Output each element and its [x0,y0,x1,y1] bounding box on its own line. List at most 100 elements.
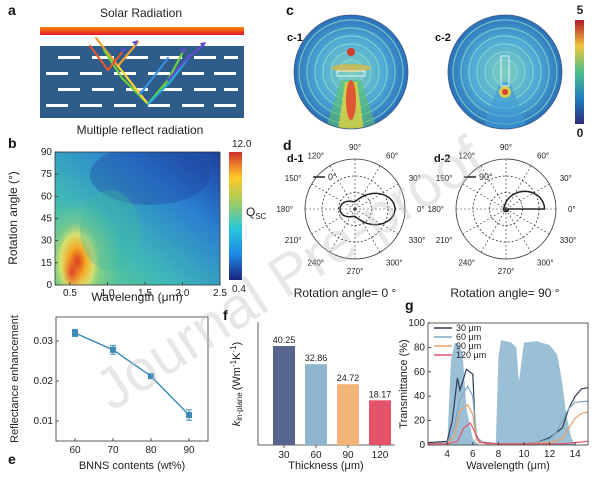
field-scatter-c-1 [325,48,377,129]
polar-angle-label: 270° [347,267,364,276]
polar-plot-d-1: 0° 30° 60° 90° 120° 150° 180° 210° 240° 270° 300° 3… [276,143,425,276]
heatmap-colorbar-max: 12.0 [232,139,252,150]
plot-f-ylabel: kin-plane(Wm-1K-1) [229,342,244,426]
polar-angle-label: 330° [409,236,426,245]
heatmap-ytick-label: 15 [41,258,53,269]
plot-f-xtick-label: 30 [278,450,290,461]
plot-g-xtick-label: 14 [570,449,582,460]
plot-g-xlabel: Wavelength (μm) [466,460,550,472]
polar-spoke [505,208,532,253]
heatmap-ytick-label: 30 [41,236,53,247]
plot-g-marks: 4 6 8 10 12 14 0 20 40 60 80 100 [408,318,588,460]
polar-angle-label: 270° [498,267,515,276]
heatmap-ytick-label: 0 [46,280,52,291]
plot-e-xtick-label: 90 [183,445,195,456]
plot-f-bar [369,400,391,445]
heatmap-b [55,152,220,285]
polar-angle-label: 300° [537,259,554,268]
polar-spoke [311,183,356,210]
plot-e-xlabel: BNNS contents (wt%) [79,460,185,472]
heatmap-axes: 0.5 1.0 1.5 2.0 2.5 0 15 30 45 60 75 90 [41,147,228,299]
plot-f-xtick-label: 60 [310,450,322,461]
heatmap-colorbar-label: QSC [246,205,267,221]
plot-g-ytick-label: 0 [419,440,425,451]
field-map-c-2 [447,14,563,130]
field-colorbar-min: 0 [577,126,584,140]
heatmap-mid-region [80,190,140,270]
polar-spoke [354,208,399,235]
polar-angle-label: 90° [349,143,361,152]
heatmap-xtick-label: 2.5 [213,288,227,299]
plot-f-bar [337,384,359,445]
plot-e-frame [55,316,209,442]
plot-e-xtick-label: 60 [69,445,81,456]
plot-e-ytick-label: 0.01 [34,416,54,427]
heatmap-xtick-label: 0.5 [63,288,77,299]
label-c-1: c-1 [287,32,303,44]
polar-angle-label: 150° [285,174,302,183]
heatmap-ytick-label: 75 [41,169,53,180]
polar-angle-label: 0° [568,205,576,214]
plot-e-marks: 60 70 80 90 0.01 0.02 0.03 [34,328,195,456]
panel-label-c: c [286,2,294,18]
polar-angle-label: 330° [560,236,577,245]
polar-spoke [480,208,507,253]
polar-angle-label: 120° [458,151,475,160]
plot-e-xtick-label: 70 [107,445,119,456]
plot-e-point [148,373,154,380]
heatmap-low-region [90,152,210,205]
heatmap-xtick-label: 1.0 [101,288,115,299]
plot-f-marks: 40.25 30 32.86 60 24.72 90 18.17 120 [273,335,392,461]
plot-e-ytick-label: 0.03 [34,336,54,347]
plot-e-ytick-label: 0.02 [34,376,54,387]
plot-g-ytick-label: 100 [408,318,425,329]
plot-f-bar-label: 18.17 [369,389,392,399]
polar-angle-label: 240° [458,259,475,268]
heatmap-peak [62,254,82,285]
polar-angle-label: 300° [386,259,403,268]
heatmap-ytick-label: 90 [41,147,53,158]
polar-plot-d-2: 0° 30° 60° 90° 120° 150° 180° 210° 240° 270° 300° 3… [427,143,576,276]
plot-g-ytick-label: 40 [414,391,426,402]
heatmap-xtick-label: 2.0 [176,288,190,299]
polar-angle-label: 180° [276,205,293,214]
plot-f-xtick-label: 120 [372,450,389,461]
polar-angle-label: 60° [386,151,398,160]
plot-e-ylabel: Reflectance enhancement [9,315,21,443]
polar-spoke [354,183,399,210]
panel-e: e 60 70 80 90 0.01 0.02 0.03 BNNS contents (wt… [8,315,209,472]
polar-pattern [502,190,546,213]
heatmap-ytick-label: 60 [41,191,53,202]
label-d-1: d-1 [287,153,304,165]
plot-g-ytick-label: 80 [414,342,426,353]
polar-spoke [505,165,532,210]
plot-f-bar [305,364,327,445]
plot-g-ytick-label: 60 [414,367,426,378]
solar-band [40,27,244,35]
polar-angle-label: 150° [436,174,453,183]
panel-label-b: b [8,135,17,151]
polar-spoke [505,208,550,235]
polar-angle-label: 240° [307,259,324,268]
polar-pattern [339,192,396,226]
plot-f-bar-label: 24.72 [337,373,360,383]
plot-e-point [72,330,78,336]
polar-spoke [354,165,381,210]
polar-spoke [505,183,550,210]
polar-legend-label: 90° [479,172,493,182]
panel-f: f 40.25 30 32.86 60 24.72 90 18.17 120 Thicknes… [223,307,395,472]
plot-e-line [74,332,190,416]
plot-g-xtick-label: 12 [544,449,556,460]
plot-f-xtick-label: 90 [342,450,354,461]
polar-spoke [462,183,507,210]
plot-g-xtick-label: 4 [444,449,450,460]
panel-d: d d-1 d-2 0° 30° 60° 90° 120° 150° 180° 210° 240… [276,137,576,300]
plot-g-xtick-label: 10 [518,449,530,460]
heatmap-ytick-label: 45 [41,214,53,225]
polar-spoke [311,208,356,235]
polar-spoke [354,208,381,253]
label-d-2: d-2 [434,153,451,165]
polar-legend-label: 0° [328,172,337,182]
